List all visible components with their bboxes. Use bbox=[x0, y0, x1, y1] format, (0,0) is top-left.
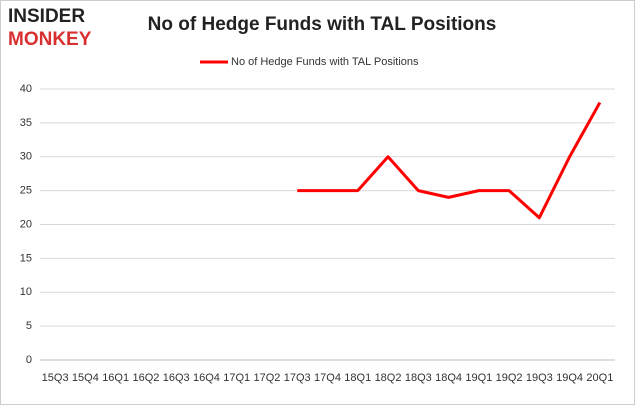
x-tick-label: 15Q4 bbox=[72, 372, 99, 384]
x-tick-label: 16Q1 bbox=[102, 372, 129, 384]
x-tick-label: 17Q2 bbox=[254, 372, 281, 384]
y-tick-label: 15 bbox=[20, 252, 32, 264]
x-tick-label: 18Q2 bbox=[375, 372, 402, 384]
legend-label: No of Hedge Funds with TAL Positions bbox=[231, 56, 419, 68]
series-line bbox=[297, 101, 602, 220]
x-tick-label: 17Q1 bbox=[223, 372, 250, 384]
x-tick-label: 18Q3 bbox=[405, 372, 432, 384]
y-tick-label: 20 bbox=[20, 218, 32, 230]
y-tick-label: 30 bbox=[20, 151, 32, 163]
x-tick-label: 18Q4 bbox=[435, 372, 462, 384]
y-tick-label: 35 bbox=[20, 117, 32, 129]
x-tick-label: 19Q3 bbox=[526, 372, 553, 384]
x-tick-label: 17Q4 bbox=[314, 372, 341, 384]
logo-line2: MONKEY bbox=[8, 29, 92, 50]
y-tick-label: 10 bbox=[20, 286, 32, 298]
y-tick-label: 0 bbox=[26, 354, 32, 366]
x-tick-label: 20Q1 bbox=[586, 372, 613, 384]
y-tick-label: 5 bbox=[26, 320, 32, 332]
x-tick-label: 16Q2 bbox=[132, 372, 159, 384]
logo-line1: INSIDER bbox=[8, 6, 85, 27]
x-tick-label: 16Q3 bbox=[163, 372, 190, 384]
x-tick-label: 19Q1 bbox=[465, 372, 492, 384]
x-tick-label: 17Q3 bbox=[284, 372, 311, 384]
x-tick-label: 19Q2 bbox=[496, 372, 523, 384]
x-tick-label: 15Q3 bbox=[42, 372, 69, 384]
x-tick-label: 16Q4 bbox=[193, 372, 220, 384]
x-tick-label: 19Q4 bbox=[556, 372, 583, 384]
y-tick-label: 25 bbox=[20, 185, 32, 197]
y-tick-label: 40 bbox=[20, 83, 32, 95]
chart-title: No of Hedge Funds with TAL Positions bbox=[148, 14, 497, 35]
x-tick-label: 18Q1 bbox=[344, 372, 371, 384]
